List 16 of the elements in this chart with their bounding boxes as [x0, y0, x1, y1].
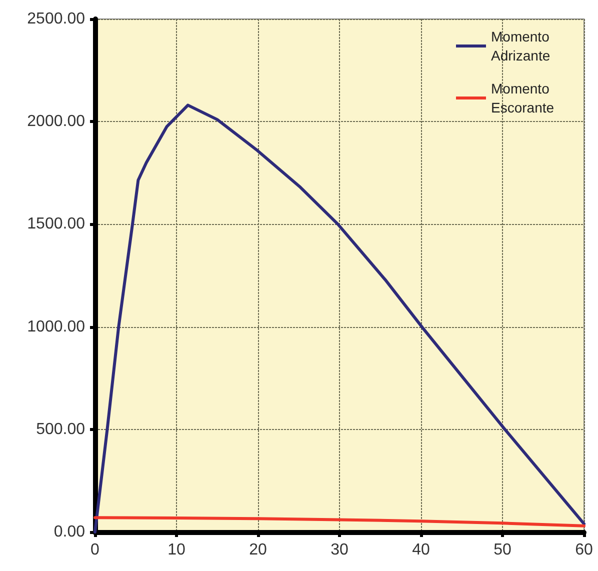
x-tick-label: 30	[330, 542, 348, 558]
y-tick-label: 0.00	[54, 524, 86, 540]
y-tick-label: 2500.00	[27, 10, 86, 28]
x-tick-label: 40	[412, 542, 430, 558]
x-tick-label: 60	[575, 542, 593, 558]
x-tick-label: 0	[90, 542, 100, 558]
y-tick-label: 2000.00	[27, 113, 86, 130]
y-tick-label: 1000.00	[27, 318, 86, 336]
legend-label: Momento Adrizante	[491, 28, 550, 64]
y-tick-label: 1500.00	[27, 216, 86, 233]
x-tick-label: 20	[249, 542, 267, 558]
line-series	[94, 516, 586, 528]
x-tick-label: 50	[494, 542, 512, 558]
x-tick-label: 10	[168, 542, 186, 558]
legend-label: Momento Escorante	[491, 80, 554, 116]
y-tick-label: 500.00	[36, 420, 86, 438]
